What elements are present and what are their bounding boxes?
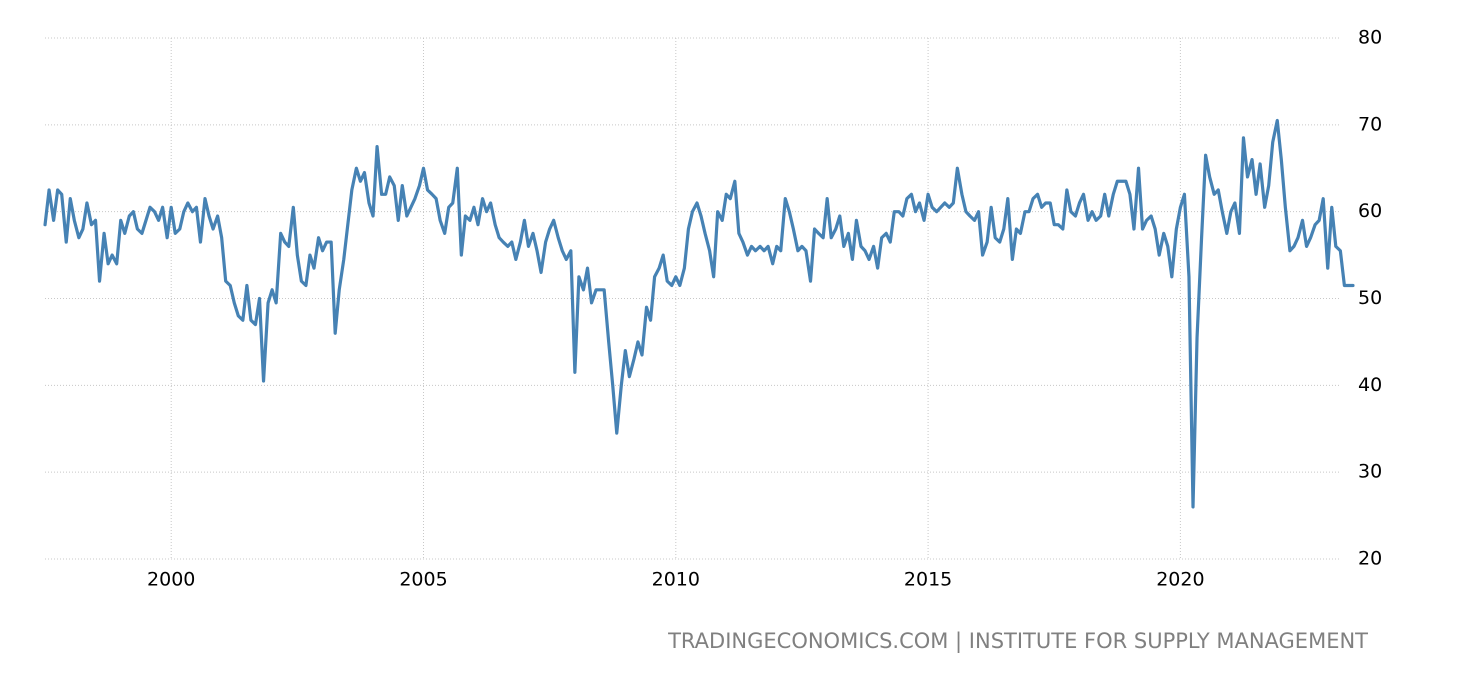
source: TRADINGECONOMICS.COM | INSTITUTE FOR SUP…	[667, 629, 1368, 654]
y-tick-label: 60	[1358, 200, 1382, 222]
x-tick-label: 2000	[147, 569, 195, 591]
y-tick-label: 30	[1358, 461, 1382, 483]
data-line	[43, 118, 1355, 509]
y-tick-label: 40	[1358, 374, 1382, 396]
x-tick-label: 2020	[1156, 569, 1204, 591]
y-tick-label: 80	[1358, 27, 1382, 49]
y-tick-label: 20	[1358, 548, 1382, 570]
x-tick-label: 2010	[652, 569, 700, 591]
y-tick-label: 50	[1358, 287, 1382, 309]
y-tick-label: 70	[1358, 113, 1382, 135]
x-tick-label: 2005	[399, 569, 447, 591]
x-tick-label: 2015	[904, 569, 952, 591]
